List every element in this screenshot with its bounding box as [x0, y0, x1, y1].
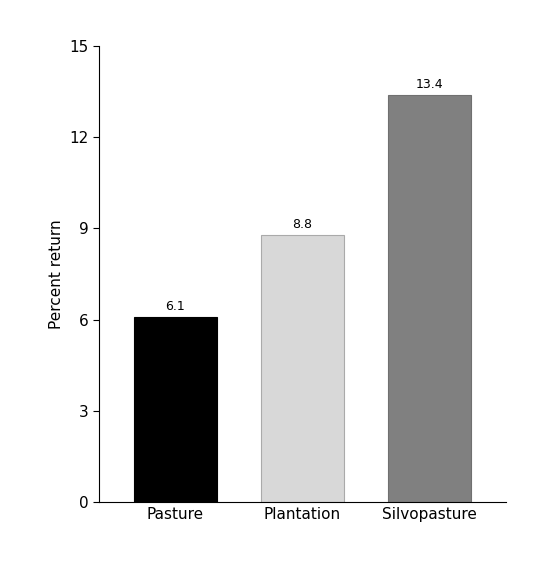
Bar [388, 95, 471, 502]
Y-axis label: Percent return: Percent return [49, 219, 64, 329]
Bar [134, 317, 217, 502]
Text: 13.4: 13.4 [416, 78, 443, 91]
Text: 6.1: 6.1 [166, 300, 185, 313]
Bar [261, 235, 344, 502]
Text: 8.8: 8.8 [293, 218, 312, 231]
